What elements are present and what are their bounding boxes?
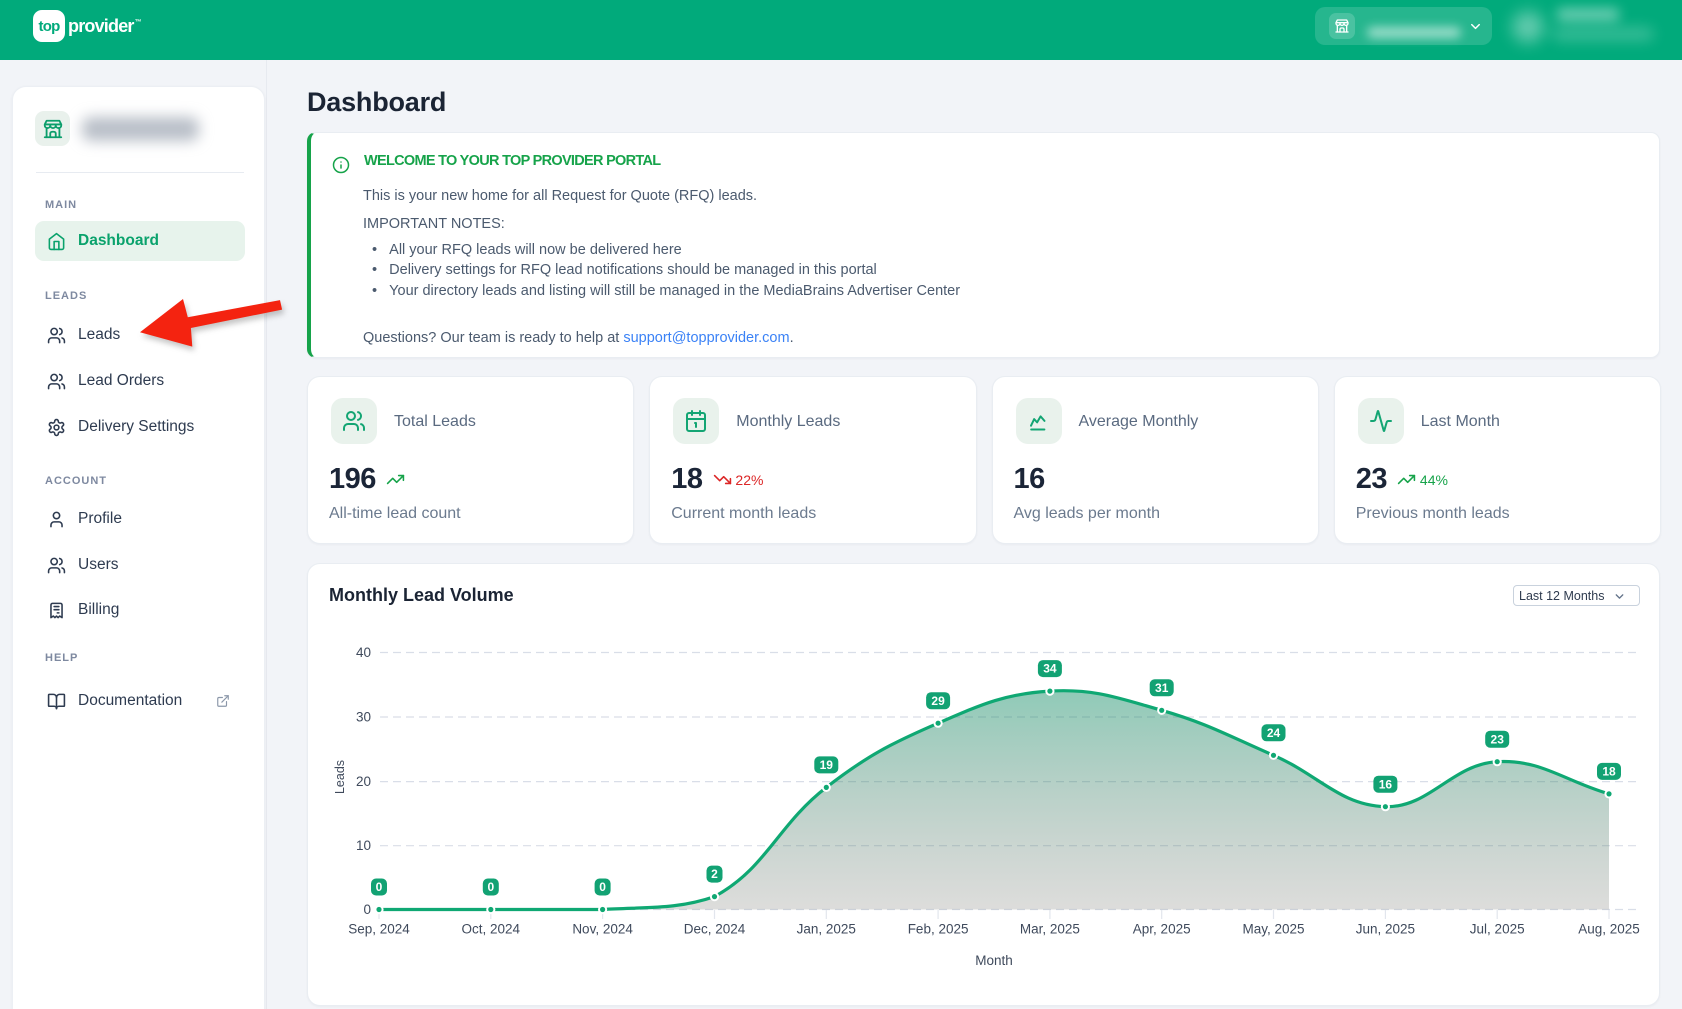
svg-text:Leads: Leads (333, 760, 347, 794)
svg-text:0: 0 (599, 880, 606, 894)
svg-text:20: 20 (356, 774, 371, 789)
svg-text:Aug, 2025: Aug, 2025 (1578, 922, 1640, 937)
svg-text:10: 10 (356, 838, 371, 853)
svg-text:Nov, 2024: Nov, 2024 (572, 922, 633, 937)
svg-text:19: 19 (820, 758, 834, 772)
svg-text:Feb, 2025: Feb, 2025 (908, 922, 969, 937)
svg-text:31: 31 (1155, 681, 1169, 695)
svg-text:40: 40 (356, 645, 371, 660)
svg-text:May, 2025: May, 2025 (1242, 922, 1304, 937)
svg-text:0: 0 (487, 880, 494, 894)
svg-text:34: 34 (1043, 662, 1057, 676)
svg-text:Month: Month (975, 953, 1013, 968)
svg-text:29: 29 (931, 694, 945, 708)
svg-text:Oct, 2024: Oct, 2024 (462, 922, 521, 937)
svg-text:Jul, 2025: Jul, 2025 (1470, 922, 1525, 937)
svg-text:Jun, 2025: Jun, 2025 (1356, 922, 1415, 937)
svg-text:0: 0 (376, 880, 383, 894)
svg-text:2: 2 (711, 867, 718, 881)
svg-text:30: 30 (356, 710, 371, 725)
svg-text:16: 16 (1379, 777, 1393, 791)
svg-text:Mar, 2025: Mar, 2025 (1020, 922, 1080, 937)
svg-text:Jan, 2025: Jan, 2025 (797, 922, 856, 937)
svg-text:18: 18 (1602, 765, 1616, 779)
svg-text:24: 24 (1267, 726, 1281, 740)
svg-text:23: 23 (1491, 732, 1505, 746)
svg-text:0: 0 (363, 902, 371, 917)
svg-text:Dec, 2024: Dec, 2024 (684, 922, 746, 937)
svg-text:Apr, 2025: Apr, 2025 (1133, 922, 1191, 937)
svg-text:Sep, 2024: Sep, 2024 (348, 922, 410, 937)
